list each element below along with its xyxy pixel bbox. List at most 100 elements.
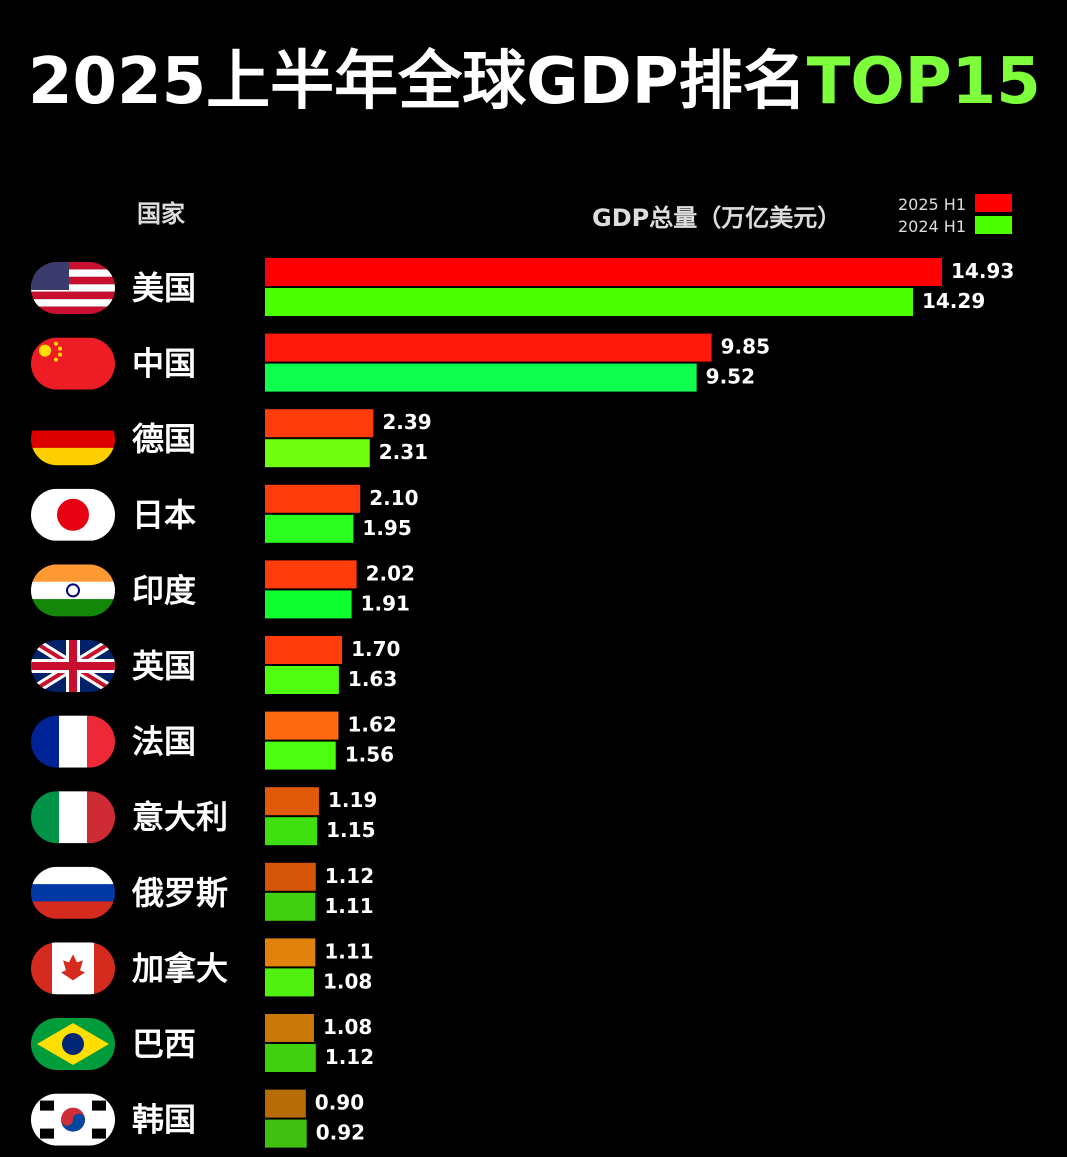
flag — [31, 1018, 115, 1070]
flag — [31, 715, 115, 768]
flag-stripe — [31, 715, 60, 768]
flag — [31, 262, 115, 314]
flag-star — [39, 344, 51, 357]
flag-star — [58, 352, 62, 357]
bar — [265, 636, 343, 664]
flag-trigram — [92, 1128, 106, 1139]
bar — [265, 484, 361, 513]
legend-label: 2024 H1 — [898, 217, 966, 236]
category-label: 巴西 — [132, 1025, 196, 1063]
flag-stripe — [31, 430, 115, 449]
flag-wheel — [66, 583, 80, 598]
flag-star — [54, 357, 58, 362]
flag — [31, 791, 115, 844]
flag — [31, 564, 115, 617]
category-label: 法国 — [132, 723, 196, 761]
flag-cross — [31, 640, 115, 692]
flag — [31, 866, 115, 919]
category-label: 英国 — [132, 647, 196, 685]
value-label: 1.95 — [362, 516, 411, 540]
bar — [265, 258, 942, 286]
flag-disc — [57, 498, 89, 531]
value-label: 1.70 — [351, 637, 400, 661]
bar — [265, 711, 339, 740]
flag-canton — [31, 262, 69, 290]
legend-swatch — [975, 194, 1012, 212]
bar — [265, 439, 370, 468]
flag — [31, 942, 115, 995]
category-label: 德国 — [132, 420, 196, 458]
legend-swatch — [975, 216, 1012, 234]
value-label: 1.63 — [348, 667, 397, 691]
bar — [265, 363, 697, 392]
value-label: 1.15 — [326, 818, 375, 842]
flag-trigram — [92, 1100, 106, 1111]
flag-stripe — [59, 791, 88, 844]
category-label: 俄罗斯 — [131, 874, 228, 912]
bar — [265, 409, 374, 438]
value-label: 2.39 — [382, 410, 431, 434]
flag-stripe — [87, 715, 115, 768]
flag-stripe — [31, 866, 115, 885]
value-label: 1.08 — [323, 1015, 372, 1039]
category-label: 日本 — [132, 496, 196, 534]
bar — [265, 514, 354, 543]
value-label: 1.12 — [325, 864, 374, 888]
flag-trigram — [40, 1128, 54, 1139]
flag-stripe — [31, 276, 115, 285]
bar — [265, 1119, 307, 1148]
flag — [31, 640, 115, 692]
flag-trigram — [40, 1100, 54, 1111]
value-label: 9.52 — [706, 365, 755, 389]
value-label: 1.56 — [345, 743, 394, 767]
value-label: 0.92 — [316, 1121, 365, 1145]
value-label: 1.08 — [323, 969, 372, 993]
value-label: 14.29 — [922, 289, 985, 313]
value-label: 9.85 — [721, 335, 770, 359]
flag-stripe — [31, 884, 115, 902]
flag-star — [58, 346, 62, 351]
flag-stripe — [31, 413, 115, 432]
category-label: 中国 — [132, 345, 196, 383]
value-label: 1.11 — [324, 939, 373, 963]
value-label: 2.02 — [366, 561, 415, 585]
title-highlight: TOP15 — [807, 45, 1041, 119]
value-label: 2.10 — [369, 486, 418, 510]
bar — [265, 1014, 314, 1042]
flag-stripe — [31, 901, 115, 919]
flag-stripe — [31, 942, 52, 995]
bar — [265, 560, 357, 589]
value-label: 1.62 — [347, 713, 396, 737]
value-label: 2.31 — [379, 440, 428, 464]
bar — [265, 862, 316, 891]
bar — [265, 787, 319, 816]
bar — [265, 938, 316, 967]
flag-stripe — [31, 269, 115, 277]
bar — [265, 288, 913, 316]
category-label: 意大利 — [132, 798, 228, 836]
value-label: 1.91 — [361, 591, 410, 615]
flag-stripe — [31, 599, 115, 617]
flag — [31, 413, 115, 466]
bar — [265, 817, 318, 846]
category-header: 国家 — [137, 200, 185, 228]
bar — [265, 1044, 316, 1072]
flag-stripe — [31, 291, 115, 300]
bar — [265, 333, 712, 362]
flag-stripe — [87, 791, 115, 844]
value-label: 14.93 — [951, 259, 1014, 283]
bar — [265, 741, 336, 770]
flag — [31, 337, 115, 390]
flag-leaf — [61, 954, 85, 981]
flag — [31, 1093, 115, 1146]
value-header: GDP总量（万亿美元） — [592, 204, 841, 232]
flag-stripe — [59, 715, 88, 768]
bar — [265, 666, 339, 694]
category-label: 印度 — [132, 571, 196, 609]
value-label: 1.19 — [328, 788, 377, 812]
bar — [265, 968, 314, 997]
bar — [265, 892, 316, 921]
flag-stripe — [94, 942, 115, 995]
flag-stripe — [31, 564, 115, 583]
